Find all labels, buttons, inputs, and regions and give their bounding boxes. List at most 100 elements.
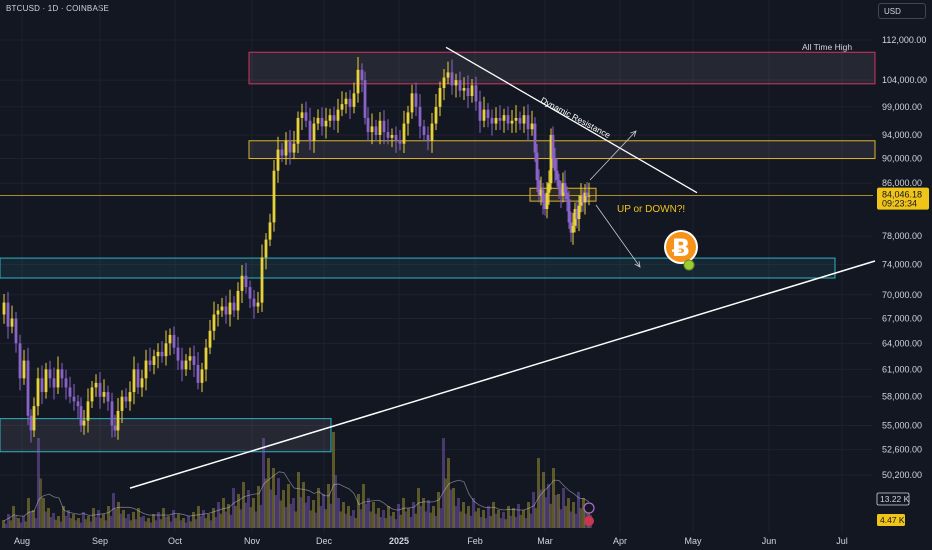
volume-bar: [179, 520, 182, 528]
volume-bar: [87, 516, 90, 528]
time-tick-label: May: [684, 536, 702, 546]
volume-bar: [352, 510, 355, 528]
volume-bar: [157, 512, 160, 528]
candle-body: [296, 117, 300, 144]
volume-bar: [67, 510, 70, 528]
candle-body: [280, 149, 284, 156]
volume-bar: [184, 522, 187, 528]
volume-bar: [132, 512, 135, 528]
volume-bar: [222, 498, 225, 528]
volume-bar: [9, 520, 12, 528]
candle-body: [106, 392, 110, 402]
candle-body: [76, 401, 80, 407]
volume-bar: [124, 518, 127, 528]
volume-bar: [582, 498, 585, 528]
currency-button[interactable]: USD: [878, 3, 926, 19]
time-tick-label: Dec: [316, 536, 333, 546]
volume-bar: [577, 492, 580, 528]
volume-bar: [544, 497, 547, 528]
volume-bar: [427, 500, 430, 528]
volume-bar: [389, 515, 392, 528]
volume-bar: [279, 500, 282, 528]
volume-bar: [99, 518, 102, 528]
candle-body: [541, 189, 545, 203]
volume-bar: [107, 506, 110, 528]
volume-bar: [519, 514, 522, 528]
candle-body: [256, 302, 260, 307]
volume-bar: [257, 486, 260, 528]
candle-body: [136, 369, 140, 388]
volume-bar: [409, 517, 412, 528]
volume-bar: [444, 478, 447, 528]
price-tick-label: 94,000.00: [882, 130, 922, 140]
volume-bar: [419, 506, 422, 528]
candle-body: [316, 117, 320, 124]
candle-body: [490, 117, 494, 124]
candle-body: [172, 334, 176, 348]
volume-bar: [262, 438, 265, 528]
price-tick-label: 67,000.00: [882, 314, 922, 324]
volume-bar: [174, 518, 177, 528]
candle-body: [248, 287, 252, 299]
candle-body: [352, 93, 356, 107]
volume-bar: [354, 518, 357, 528]
volume-bar: [72, 514, 75, 528]
volume-bar: [227, 504, 230, 528]
volume-bar: [572, 502, 575, 528]
volume-bar: [512, 508, 515, 528]
candle-body: [438, 88, 442, 107]
volume-bar: [264, 478, 267, 528]
volume-bar: [144, 521, 147, 528]
volume-bar: [327, 484, 330, 528]
volume-bar: [482, 510, 485, 528]
volume-bar: [19, 522, 22, 528]
price-tick-label: 78,000.00: [882, 231, 922, 241]
time-tick-label: Aug: [14, 536, 30, 546]
volume-bar: [457, 498, 460, 528]
candle-body: [450, 72, 454, 86]
volume-bar: [114, 508, 117, 528]
candle-body: [370, 126, 374, 133]
volume-bar: [49, 517, 52, 528]
candle-body: [144, 360, 148, 379]
candle-body: [168, 334, 172, 344]
volume-bar: [214, 517, 217, 528]
time-axis: Aug Sep Oct Nov Dec 2025 Feb Mar Apr May Jun Jul: [14, 536, 848, 546]
volume-bar: [547, 484, 550, 528]
volume-bar: [469, 515, 472, 528]
volume-bar: [122, 510, 125, 528]
candle-body: [14, 318, 18, 344]
candle-body: [72, 396, 76, 402]
volume-bar: [139, 517, 142, 528]
candle-body: [176, 347, 180, 361]
candle-body: [406, 112, 410, 124]
volume-bar: [147, 518, 150, 528]
volume-bar: [117, 502, 120, 528]
volume-bar: [334, 475, 337, 528]
volume-bar: [259, 504, 262, 528]
candle-body: [124, 396, 128, 402]
volume-bar: [42, 498, 45, 528]
volume-bar: [244, 502, 247, 528]
candle-body: [414, 93, 418, 107]
volume-bar: [97, 510, 100, 528]
lightning-icon: [583, 502, 595, 514]
volume-bar: [57, 516, 60, 528]
volume-bar: [129, 520, 132, 528]
ath-label: All Time High: [802, 42, 852, 52]
volume-bar: [297, 472, 300, 528]
volume-bar: [292, 498, 295, 528]
volume-bar: [252, 498, 255, 528]
ath-zone: [248, 51, 876, 85]
down-arrow-head: [634, 261, 641, 268]
volume-bar: [84, 519, 87, 528]
volume-bar: [189, 521, 192, 528]
volume-bar: [479, 517, 482, 528]
volume-bar: [349, 515, 352, 528]
volume-bar: [437, 492, 440, 528]
candle-body: [587, 195, 591, 197]
volume-bar: [272, 468, 275, 528]
volume-bar: [134, 519, 137, 528]
